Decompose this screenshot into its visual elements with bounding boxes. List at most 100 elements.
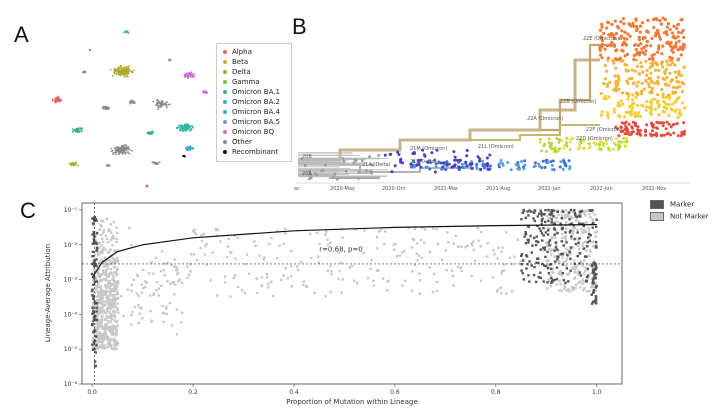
data-point xyxy=(583,230,586,233)
tree-tip xyxy=(664,67,668,72)
data-point xyxy=(340,291,343,294)
data-point xyxy=(549,250,553,253)
data-point xyxy=(393,248,396,251)
data-point xyxy=(99,219,103,222)
data-point xyxy=(533,219,536,223)
data-point xyxy=(576,254,580,258)
tree-tip xyxy=(612,107,616,111)
umap-point xyxy=(57,97,60,99)
data-point xyxy=(92,297,95,301)
tree-tip xyxy=(621,49,625,53)
tree-tip xyxy=(604,97,608,101)
data-point xyxy=(505,292,508,295)
data-point xyxy=(103,344,107,347)
umap-point xyxy=(128,69,131,72)
data-point xyxy=(551,236,554,239)
data-point xyxy=(100,306,103,309)
data-point xyxy=(411,289,414,292)
data-point xyxy=(97,254,100,257)
data-point xyxy=(111,327,114,330)
data-point xyxy=(116,280,120,283)
data-point xyxy=(486,255,489,258)
umap-point xyxy=(193,75,196,78)
data-point xyxy=(543,264,546,267)
tree-tip xyxy=(661,44,665,48)
data-point xyxy=(376,247,379,250)
data-point xyxy=(574,287,577,290)
data-point xyxy=(546,244,549,248)
data-point xyxy=(296,268,300,272)
data-point xyxy=(290,249,293,253)
data-point xyxy=(395,255,399,258)
tree-tip xyxy=(681,47,685,52)
data-point xyxy=(355,281,359,285)
legend-item-omicron-ba2: Omicron BA.2 xyxy=(223,98,280,106)
tree-tip xyxy=(636,111,641,115)
data-point xyxy=(137,294,140,297)
data-point xyxy=(98,345,101,348)
data-point xyxy=(513,255,516,258)
data-point xyxy=(432,227,435,230)
legend-item-not-marker: Not Marker xyxy=(650,212,709,221)
data-point xyxy=(203,253,206,256)
x-axis-label: Proportion of Mutation within Lineage xyxy=(286,398,418,406)
data-point xyxy=(497,246,500,250)
tree-tip xyxy=(644,105,649,109)
data-point xyxy=(546,281,549,284)
data-point xyxy=(128,226,131,230)
tree-tip xyxy=(674,108,678,112)
data-point xyxy=(90,289,94,293)
data-point xyxy=(505,231,508,234)
data-point xyxy=(102,220,105,223)
data-point xyxy=(108,229,112,232)
data-point xyxy=(309,256,313,260)
data-point xyxy=(341,278,344,281)
data-point xyxy=(450,269,454,272)
y-tick-label: 10⁻² xyxy=(64,242,78,249)
data-point xyxy=(101,327,104,330)
panel-letter-c: C xyxy=(20,198,36,223)
tree-tip xyxy=(628,105,632,109)
umap-point xyxy=(157,108,160,111)
scatter-points xyxy=(90,208,598,368)
data-point xyxy=(91,222,95,225)
data-point xyxy=(573,268,576,271)
data-point xyxy=(569,257,572,260)
data-point xyxy=(110,231,113,234)
data-point xyxy=(97,337,100,341)
data-point xyxy=(588,249,592,252)
tree-tip xyxy=(676,115,680,120)
data-point xyxy=(130,244,133,247)
data-point xyxy=(305,284,308,288)
tree-tip xyxy=(634,24,639,28)
tree-tip xyxy=(614,81,618,85)
data-point xyxy=(372,284,375,287)
tree-tip xyxy=(599,113,604,117)
data-point xyxy=(95,264,98,268)
data-point xyxy=(100,273,103,277)
data-point xyxy=(594,297,598,301)
data-point xyxy=(107,290,110,293)
data-point xyxy=(595,225,598,229)
umap-point xyxy=(117,151,120,153)
data-point xyxy=(588,289,591,293)
tree-tip xyxy=(665,25,669,29)
data-point xyxy=(553,249,556,252)
data-point xyxy=(561,272,564,275)
data-point xyxy=(590,293,593,296)
data-point xyxy=(521,211,524,214)
data-point xyxy=(282,242,285,245)
data-point xyxy=(284,232,287,235)
data-point xyxy=(106,251,109,254)
data-point xyxy=(107,295,111,298)
data-point xyxy=(150,261,153,264)
umap-point xyxy=(183,74,186,77)
tree-tip xyxy=(605,26,609,30)
tree-tip xyxy=(610,40,614,44)
tree-branch xyxy=(540,43,615,132)
axis-ticks: 0.0 0.2 0.4 0.6 0.8 1.0 10⁻¹ 10⁻² 10⁻³ 10⁻⁴ 10⁻⁵ 10… xyxy=(64,207,602,396)
tree-date-label: 2020-May xyxy=(330,186,355,192)
tree-tip xyxy=(602,31,606,35)
data-point xyxy=(471,244,474,247)
data-point xyxy=(587,226,590,230)
